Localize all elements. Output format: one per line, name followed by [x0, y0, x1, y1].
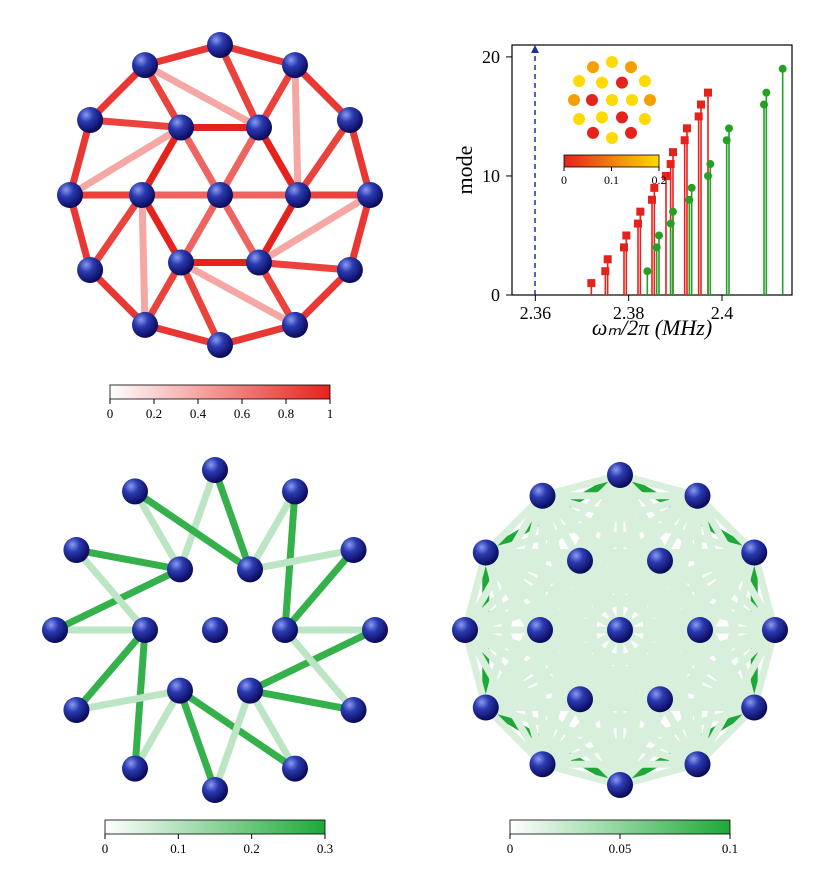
svg-text:0: 0	[107, 406, 114, 421]
svg-text:2.4: 2.4	[711, 303, 734, 323]
svg-text:1: 1	[327, 406, 334, 421]
xlabel: ωₘ/2π (MHz)	[592, 315, 712, 340]
svg-text:0.8: 0.8	[278, 406, 294, 421]
svg-text:0.2: 0.2	[244, 841, 260, 856]
svg-text:2.36: 2.36	[520, 303, 552, 323]
panel-b-svg: 2.362.382.4 01020 00.10.2 ωₘ/2π (MHz) mo…	[450, 30, 810, 360]
panel-a: 0 0.2 0.4 0.6 0.8 1	[40, 20, 410, 430]
svg-text:0.4: 0.4	[190, 406, 207, 421]
svg-text:0.1: 0.1	[722, 841, 738, 856]
panel-d-svg: 0 0.05 0.1	[425, 450, 815, 870]
svg-text:0.2: 0.2	[146, 406, 162, 421]
panel-a-svg: 0 0.2 0.4 0.6 0.8 1	[40, 20, 410, 430]
svg-text:0: 0	[102, 841, 109, 856]
panel-c: 0 0.1 0.2 0.3	[20, 450, 410, 870]
svg-text:0.3: 0.3	[317, 841, 333, 856]
svg-text:0: 0	[507, 841, 514, 856]
ylabel: mode	[452, 146, 477, 195]
figure-container: 00.20.40.60.81 2.362.382.4 01020 00.10.2…	[0, 0, 828, 876]
svg-text:0: 0	[561, 173, 567, 187]
panel-b: 2.362.382.4 01020 00.10.2 ωₘ/2π (MHz) mo…	[450, 30, 810, 360]
svg-text:0: 0	[491, 285, 500, 305]
svg-text:10: 10	[482, 166, 500, 186]
panel-c-svg: 0 0.1 0.2 0.3	[20, 450, 410, 870]
svg-text:0.05: 0.05	[609, 841, 632, 856]
svg-text:0.1: 0.1	[604, 173, 619, 187]
svg-text:0.1: 0.1	[170, 841, 186, 856]
svg-text:0.6: 0.6	[234, 406, 251, 421]
svg-text:20: 20	[482, 47, 500, 67]
panel-d: 0 0.05 0.1	[425, 450, 815, 870]
svg-text:0.2: 0.2	[652, 173, 667, 187]
